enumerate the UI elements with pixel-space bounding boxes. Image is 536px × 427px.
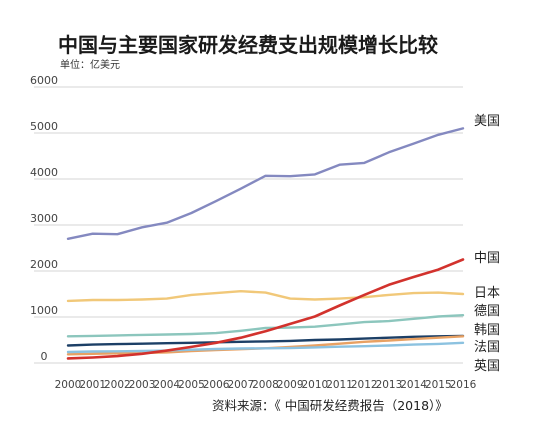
chart-unit: 单位：亿美元 xyxy=(60,58,120,71)
chart-title: 中国与主要国家研发经费支出规模增长比较 xyxy=(58,33,438,57)
series-label: 德国 xyxy=(474,304,500,319)
y-axis-ticks: 0 1000 2000 3000 4000 5000 6000 xyxy=(30,74,58,363)
x-tick-label: 2014 xyxy=(400,379,427,391)
x-tick-label: 2015 xyxy=(425,379,452,391)
series-line xyxy=(66,290,465,303)
chart-source: 资料来源：《 中国研发经费报告（2018）》 xyxy=(212,398,448,413)
x-tick-label: 2012 xyxy=(351,379,378,391)
y-tick-label: 1000 xyxy=(30,304,58,317)
y-tick-label: 3000 xyxy=(30,212,58,225)
x-tick-label: 2016 xyxy=(450,379,477,391)
x-tick-label: 2000 xyxy=(55,379,82,391)
series-line xyxy=(66,314,465,338)
y-tick-label: 0 xyxy=(41,350,48,363)
series-line xyxy=(66,258,465,360)
y-tick-label: 4000 xyxy=(30,166,58,179)
series-label: 美国 xyxy=(474,114,500,129)
x-tick-label: 2009 xyxy=(277,379,304,391)
series-line xyxy=(66,334,465,347)
x-tick-label: 2004 xyxy=(153,379,180,391)
x-tick-label: 2002 xyxy=(104,379,131,391)
x-tick-label: 2013 xyxy=(376,379,403,391)
x-tick-label: 2010 xyxy=(302,379,329,391)
y-tick-label: 2000 xyxy=(30,258,58,271)
series-label: 韩国 xyxy=(474,323,500,338)
series-label: 中国 xyxy=(474,251,500,266)
y-tick-label: 6000 xyxy=(30,74,58,87)
x-tick-label: 2006 xyxy=(203,379,230,391)
gridlines xyxy=(34,86,463,364)
x-tick-label: 2008 xyxy=(252,379,279,391)
series-line xyxy=(66,127,465,241)
series-label: 法国 xyxy=(474,340,500,355)
x-tick-label: 2003 xyxy=(129,379,156,391)
x-tick-label: 2011 xyxy=(326,379,353,391)
x-tick-label: 2005 xyxy=(178,379,205,391)
series-lines xyxy=(66,127,465,360)
series-label: 英国 xyxy=(474,359,500,374)
y-tick-label: 5000 xyxy=(30,120,58,133)
x-axis-ticks: 2000200120022003200420052006200720082009… xyxy=(55,379,477,391)
x-tick-label: 2001 xyxy=(79,379,106,391)
series-label: 日本 xyxy=(474,286,500,301)
series-line xyxy=(66,341,465,354)
x-tick-label: 2007 xyxy=(227,379,254,391)
